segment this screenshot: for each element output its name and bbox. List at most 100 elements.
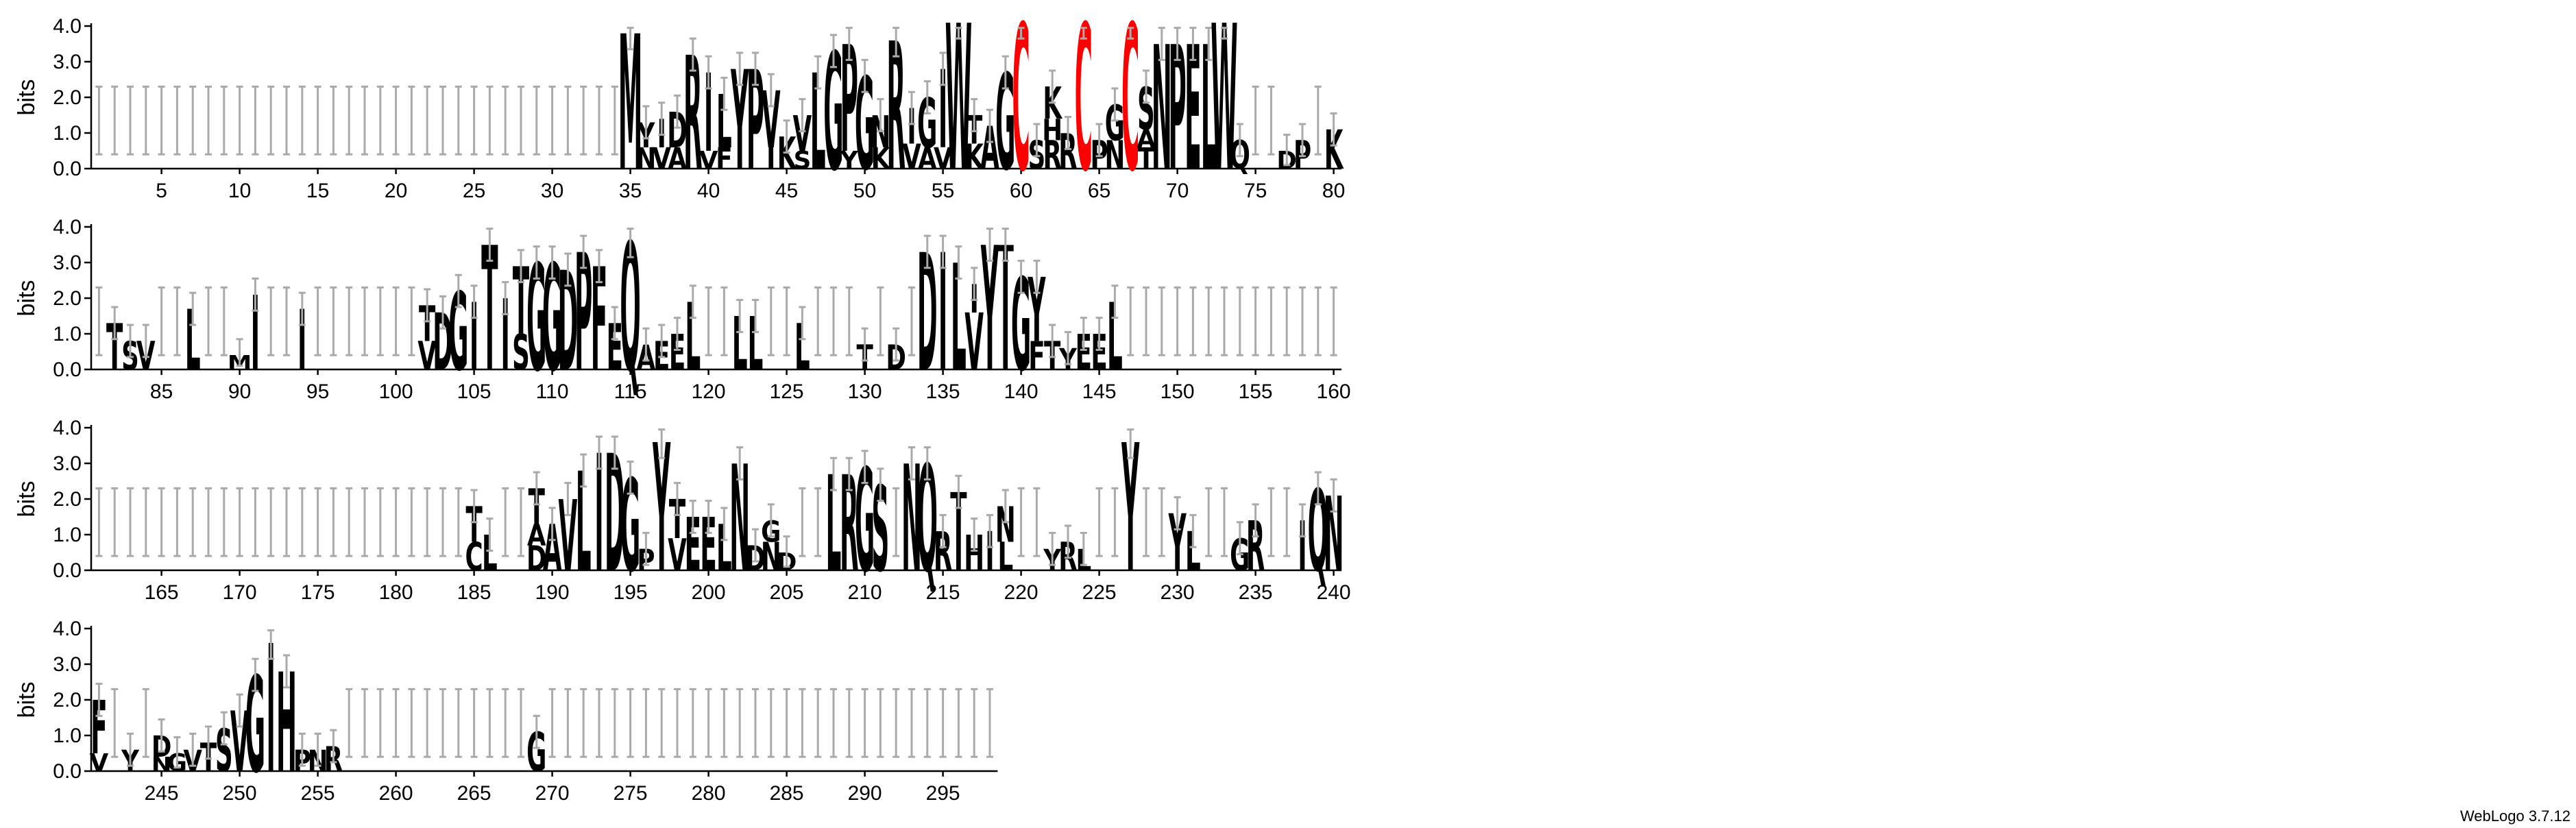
residue-l-pos-201: L [716,511,732,585]
x-tick-label: 80 [1322,180,1345,202]
y-tick-label: 3.0 [53,452,82,475]
x-tick-label: 45 [775,180,798,202]
x-tick-label: 225 [1082,581,1117,604]
x-tick-label: 130 [848,380,882,403]
residue-i-pos-105: I [470,284,478,392]
x-tick-label: 55 [932,180,954,202]
y-tick-label: 4.0 [53,15,82,38]
y-tick-label: 2.0 [53,86,82,109]
logo-row-1: 0.0 1.0 2.0 3.0 4.0 bits 5 10 15 20 25 30 35 40 45 50 55… [14,0,1345,217]
y-tick-label: 2.0 [53,689,82,711]
y-tick-label: 1.0 [53,122,82,145]
x-tick-label: 170 [223,581,257,604]
x-tick-label: 175 [301,581,335,604]
residue-r-pos-62: R [1043,133,1061,178]
residue-l-pos-119: L [685,284,701,392]
y-tick-label: 2.0 [53,488,82,511]
x-tick-label: 35 [619,180,642,202]
x-tick-label: 30 [541,180,563,202]
x-tick-label: 15 [306,180,329,202]
x-tick-label: 75 [1244,180,1267,202]
x-tick-label: 205 [770,581,804,604]
residue-a-pos-189: A [527,518,546,552]
y-tick-label: 0.0 [53,760,82,783]
x-tick-label: 125 [770,380,804,403]
residue-i-pos-44: I [766,142,775,176]
residue-i-pos-238: I [1298,507,1307,587]
x-tick-label: 160 [1317,380,1351,403]
residue-i-pos-218: I [985,522,994,583]
x-tick-label: 245 [145,782,179,805]
x-tick-label: 10 [228,180,251,202]
residue-v-pos-137: V [964,297,984,388]
residue-i-pos-55: I [938,48,947,173]
x-tick-label: 70 [1166,180,1189,202]
x-tick-label: 270 [535,782,570,805]
x-tick-label: 230 [1161,581,1195,604]
x-tick-label: 150 [1161,380,1195,403]
residue-v-pos-37: V [652,142,671,176]
x-tick-label: 90 [228,380,251,403]
y-tick-label: 2.0 [53,287,82,310]
residue-l-pos-126: L [794,310,810,385]
residue-s-pos-46: S [794,147,812,175]
residue-l-pos-122: L [732,302,748,387]
residue-l-pos-192: L [576,443,592,602]
residue-l-pos-123: L [748,302,764,387]
x-tick-label: 105 [457,380,491,403]
x-tick-label: 50 [853,180,876,202]
y-tick-label: 1.0 [53,724,82,747]
residue-v-pos-40: V [699,147,718,175]
x-tick-label: 165 [145,581,179,604]
residue-l-pos-136: L [951,234,967,404]
residue-l-pos-41: L [716,80,732,165]
x-tick-label: 190 [535,581,570,604]
residue-f-pos-141: F [1028,334,1045,379]
x-tick-label: 140 [1004,380,1038,403]
residue-a-pos-68: A [1137,125,1156,154]
x-tick-label: 210 [848,581,882,604]
x-tick-label: 285 [770,782,804,805]
residue-a-pos-54: A [918,142,937,176]
residue-i-pos-107: I [501,280,510,393]
residue-i-pos-94: I [297,293,306,390]
x-tick-label: 220 [1004,581,1038,604]
y-tick-label: 1.0 [53,323,82,345]
x-tick-label: 145 [1082,380,1117,403]
x-tick-label: 260 [379,782,413,805]
residue-l-pos-87: L [185,293,201,390]
residue-i-pos-53: I [907,99,916,156]
residue-n-pos-36: N [635,142,656,176]
x-tick-label: 185 [457,581,491,604]
residue-a-pos-38: A [668,142,687,176]
residue-d-pos-189: D [526,539,547,579]
x-tick-label: 180 [379,581,413,604]
x-tick-label: 95 [306,380,329,403]
residue-i-pos-40: I [704,51,713,176]
residue-s-pos-108: S [512,325,530,381]
x-tick-label: 120 [692,380,726,403]
residue-n-pos-66: N [1104,133,1125,178]
x-tick-label: 235 [1239,581,1273,604]
residue-l-pos-47: L [810,47,826,200]
residue-v-pos-102: V [417,334,437,379]
x-tick-label: 275 [613,782,648,805]
residue-f-pos-41: F [716,142,732,176]
x-tick-label: 155 [1239,380,1273,403]
y-axis-label: bits [14,481,40,518]
x-tick-label: 20 [385,180,407,202]
x-tick-label: 215 [926,581,960,604]
weblogo-version: WebLogo 3.7.12 [2459,807,2571,825]
x-tick-label: 240 [1317,581,1351,604]
x-tick-label: 265 [457,782,491,805]
y-tick-label: 4.0 [53,417,82,439]
y-tick-label: 4.0 [53,618,82,640]
residue-k-pos-51: K [871,142,891,176]
x-tick-label: 60 [1010,180,1032,202]
residue-l-pos-72: L [1201,10,1217,209]
x-tick-label: 195 [613,581,648,604]
y-tick-label: 3.0 [53,51,82,73]
residue-v-pos-241: V [90,749,109,777]
logo-row-3: 0.0 1.0 2.0 3.0 4.0 bits 165 170 175 180 185 190 195… [14,408,1351,612]
x-tick-label: 250 [223,782,257,805]
